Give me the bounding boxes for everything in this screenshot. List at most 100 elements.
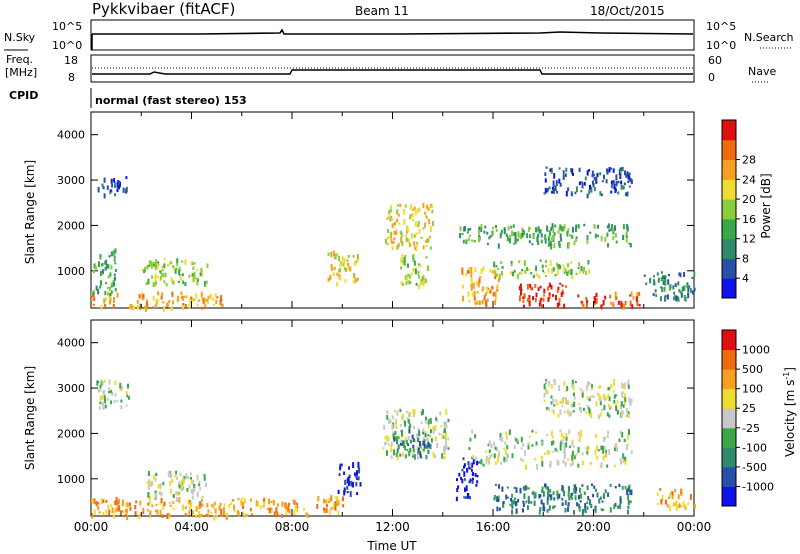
data-cell xyxy=(631,304,634,310)
data-cell xyxy=(97,389,100,393)
data-cell xyxy=(184,506,187,510)
data-cell xyxy=(526,284,529,290)
data-cell xyxy=(579,487,581,493)
data-cell xyxy=(579,433,582,437)
data-cell xyxy=(114,500,117,506)
data-cell xyxy=(491,230,494,236)
data-cell xyxy=(172,300,175,305)
data-cell xyxy=(396,209,399,214)
data-cell xyxy=(105,282,108,285)
data-cell xyxy=(113,257,116,260)
data-cell xyxy=(142,507,145,512)
data-cell xyxy=(387,443,390,446)
data-cell xyxy=(661,495,664,501)
data-cell xyxy=(621,432,624,438)
data-cell xyxy=(468,463,471,470)
data-cell xyxy=(148,479,151,486)
data-cell xyxy=(612,301,615,305)
data-cell xyxy=(415,232,418,236)
data-cell xyxy=(444,422,447,428)
data-cell xyxy=(190,479,193,485)
data-cell xyxy=(429,443,432,450)
data-cell xyxy=(249,498,252,502)
data-cell xyxy=(332,250,335,257)
data-cell xyxy=(401,416,404,420)
data-cell xyxy=(98,406,101,410)
data-cell xyxy=(606,168,608,173)
data-cell xyxy=(121,386,123,391)
data-cell xyxy=(562,449,565,453)
data-cell xyxy=(103,193,106,199)
data-cell xyxy=(128,306,131,309)
data-cell xyxy=(503,228,506,235)
data-cell xyxy=(477,282,480,288)
colorbar-swatch xyxy=(722,408,736,429)
data-cell xyxy=(207,295,210,300)
data-cell xyxy=(107,505,110,509)
data-cell xyxy=(418,430,421,436)
data-cell xyxy=(324,499,327,503)
data-cell xyxy=(624,486,627,490)
data-cell xyxy=(116,500,119,506)
data-cell xyxy=(485,457,488,464)
data-cell xyxy=(600,193,603,197)
data-cell xyxy=(155,299,158,304)
colorbar-frame xyxy=(721,119,737,299)
data-cell xyxy=(190,501,193,508)
data-cell xyxy=(118,185,120,190)
data-cell xyxy=(144,266,147,272)
data-cell xyxy=(138,294,141,299)
data-cell xyxy=(400,439,403,446)
data-cell xyxy=(185,295,188,298)
data-cell xyxy=(494,275,497,280)
data-cell xyxy=(645,282,648,286)
data-cell xyxy=(395,436,398,441)
data-cell xyxy=(412,257,415,263)
data-cell xyxy=(429,226,432,232)
data-cell xyxy=(537,287,540,292)
data-cell xyxy=(181,484,184,490)
data-cell xyxy=(348,466,350,470)
data-cell xyxy=(543,294,546,297)
data-cell xyxy=(577,432,580,436)
data-cell xyxy=(541,264,544,269)
data-cell xyxy=(400,232,403,238)
data-cell xyxy=(112,282,115,287)
data-cell xyxy=(550,441,553,446)
data-cell xyxy=(163,501,166,507)
data-cell xyxy=(386,439,389,442)
data-cell xyxy=(212,297,215,301)
data-cell xyxy=(603,445,606,451)
data-cell xyxy=(487,287,490,290)
data-cell xyxy=(613,464,616,468)
data-cell xyxy=(502,501,505,505)
data-cell xyxy=(538,275,540,279)
data-cell xyxy=(539,259,542,262)
data-cell xyxy=(103,298,106,304)
data-cell xyxy=(190,261,193,265)
data-cell xyxy=(188,484,191,489)
data-cell xyxy=(675,295,678,302)
data-cell xyxy=(590,461,592,465)
data-cell xyxy=(528,240,531,244)
freq-line xyxy=(92,69,693,75)
data-cell xyxy=(349,491,352,497)
data-cell xyxy=(169,480,172,486)
data-cell xyxy=(147,492,150,498)
data-cell xyxy=(589,231,592,234)
data-cell xyxy=(206,263,209,269)
data-cell xyxy=(611,224,614,230)
data-cell xyxy=(343,487,346,493)
data-cell xyxy=(458,472,461,477)
y-tick-label: 4000 xyxy=(57,337,85,350)
data-cell xyxy=(129,506,132,511)
data-cell xyxy=(455,496,458,502)
data-cell xyxy=(145,306,147,312)
data-cell xyxy=(593,224,596,229)
data-cell xyxy=(390,444,393,448)
data-cell xyxy=(420,421,423,424)
data-cell xyxy=(540,233,543,238)
data-cell xyxy=(270,500,273,503)
data-cell xyxy=(236,510,239,515)
data-cell xyxy=(630,450,633,454)
